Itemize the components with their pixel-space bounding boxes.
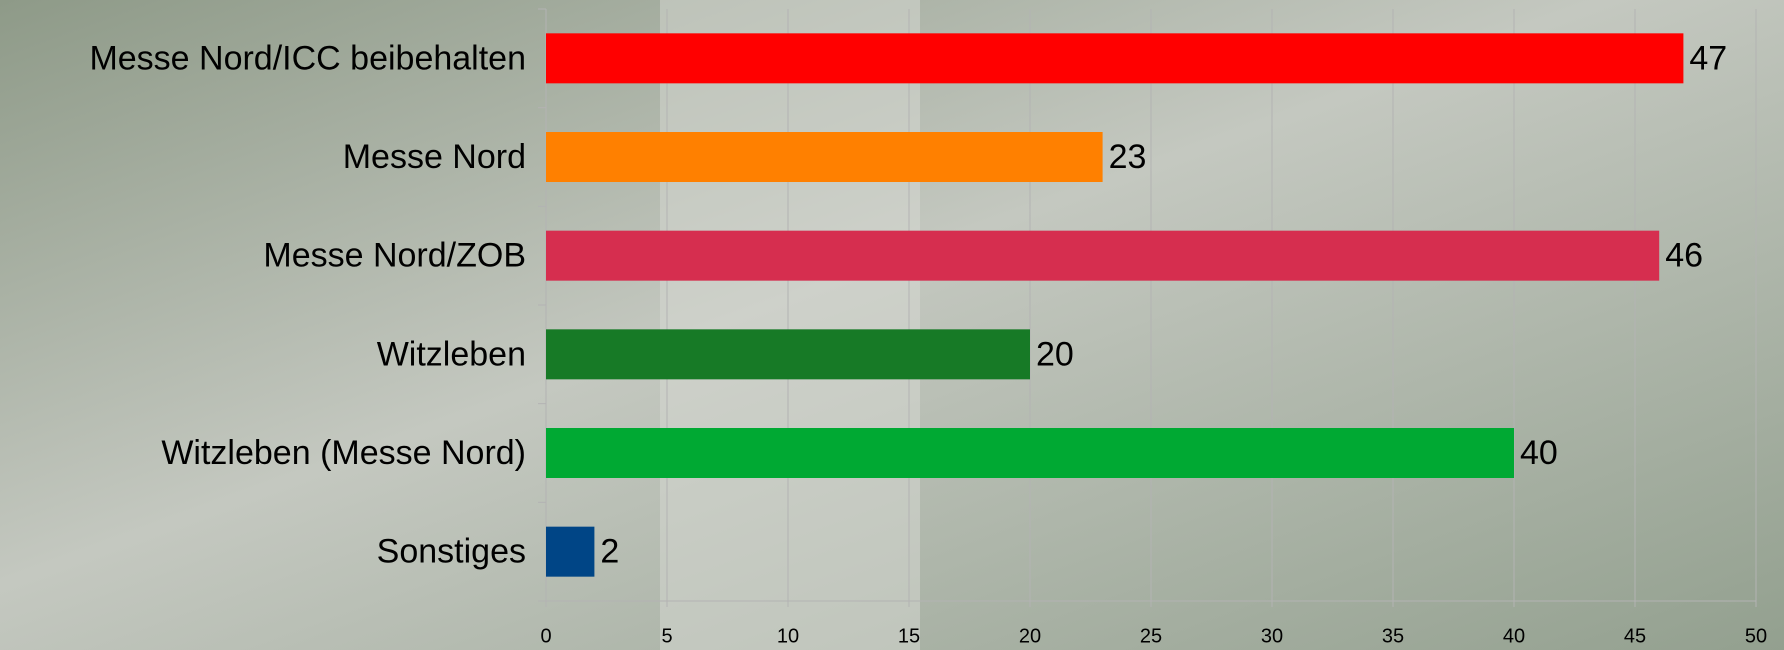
- x-tick-label: 30: [1261, 625, 1283, 647]
- bar: [546, 329, 1030, 380]
- bar: [546, 428, 1514, 478]
- x-tick-label: 45: [1624, 625, 1646, 647]
- bar: [546, 132, 1103, 182]
- x-tick-label: 15: [898, 625, 920, 647]
- y-tick-label: Messe Nord/ZOB: [263, 237, 526, 275]
- value-label: 40: [1520, 434, 1558, 472]
- bar: [546, 526, 595, 577]
- bar: [546, 230, 1660, 281]
- x-tick-label: 20: [1019, 625, 1041, 647]
- y-tick-label: Messe Nord: [343, 138, 526, 176]
- y-tick-label: Messe Nord/ICC beibehalten: [89, 39, 526, 77]
- value-label: 46: [1665, 237, 1703, 275]
- x-tick-label: 5: [661, 625, 672, 647]
- y-tick-label: Witzleben (Messe Nord): [161, 434, 526, 472]
- x-tick-label: 40: [1503, 625, 1525, 647]
- bar: [546, 33, 1684, 84]
- value-label: 2: [600, 533, 619, 571]
- value-label: 20: [1036, 335, 1074, 373]
- x-tick-label: 35: [1382, 625, 1404, 647]
- y-tick-label: Sonstiges: [377, 533, 526, 571]
- value-label: 47: [1689, 39, 1727, 77]
- y-tick-label: Witzleben: [377, 335, 526, 373]
- value-label: 23: [1109, 138, 1147, 176]
- x-tick-label: 10: [777, 625, 799, 647]
- x-tick-label: 25: [1140, 625, 1162, 647]
- x-tick-label: 0: [540, 625, 551, 647]
- background-track: [660, 0, 920, 650]
- x-tick-label: 50: [1745, 625, 1767, 647]
